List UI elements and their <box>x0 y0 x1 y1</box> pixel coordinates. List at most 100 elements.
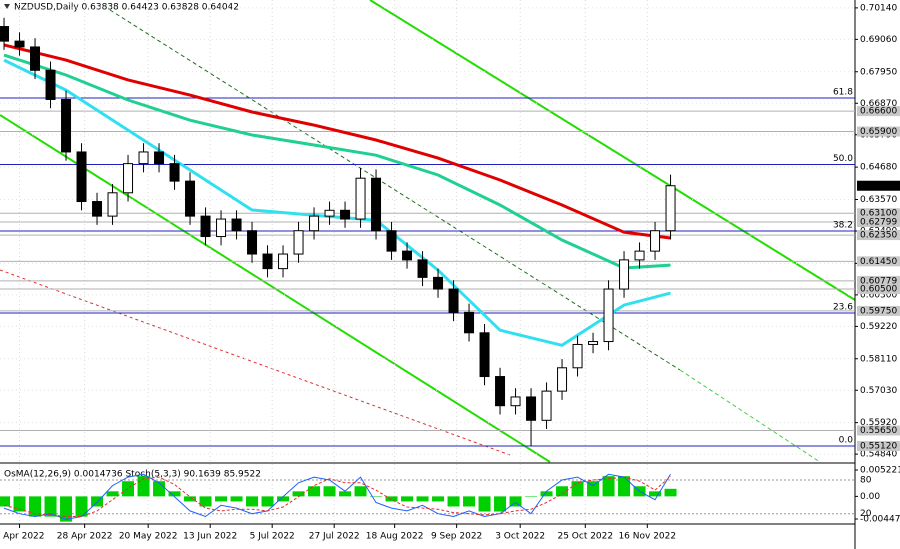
candle-body <box>92 201 103 217</box>
price-level-box <box>857 275 900 286</box>
candle-body <box>200 215 211 238</box>
price-level-label: 0.62350 <box>860 231 897 241</box>
price-level-label: 0.62799 <box>860 217 897 227</box>
x-tick-label: 6 Apr 2022 <box>0 532 44 542</box>
candle-body <box>309 215 320 232</box>
candle-body <box>340 209 351 220</box>
y-tick-label: 0.55920 <box>860 418 897 428</box>
candle-body <box>371 177 382 232</box>
price-level-label: 0.59750 <box>860 306 897 316</box>
price-level-box <box>857 126 900 137</box>
price-level-box <box>857 216 900 227</box>
x-tick-label: 5 Jul 2022 <box>250 532 295 542</box>
y-tick-label: 0.64680 <box>860 163 897 173</box>
price-level-label: 0.60500 <box>860 285 897 295</box>
osma-bar <box>649 491 662 497</box>
osma-bar <box>29 496 42 517</box>
candle-body <box>634 250 645 261</box>
x-tick-label: 18 Aug 2022 <box>366 532 424 542</box>
osma-bar <box>556 486 569 497</box>
osma-bar <box>60 496 73 522</box>
osma-bar <box>184 496 197 502</box>
candle-body <box>619 259 630 290</box>
candle-body <box>30 46 41 71</box>
price-level-label: 0.61450 <box>860 257 897 267</box>
channel-line <box>0 114 551 463</box>
price-level-label: 0.60779 <box>860 276 897 286</box>
osma-bar <box>122 481 135 497</box>
y-tick-label: 0.66870 <box>860 99 897 109</box>
candle-body <box>386 230 397 252</box>
stochastic-line <box>3 476 671 517</box>
x-tick-label: 13 Jun 2022 <box>183 532 237 542</box>
last-price-box <box>857 180 900 191</box>
y-tick-label: 0.58110 <box>860 354 897 364</box>
x-tick-label: 3 Oct 2022 <box>495 532 545 542</box>
candle-body <box>355 177 366 220</box>
osma-bar <box>354 486 367 497</box>
candle-body <box>402 250 413 261</box>
symbol-icon <box>4 4 10 9</box>
y-tick-label: 0.63570 <box>860 195 897 205</box>
candle-body <box>247 230 258 255</box>
fib-level-label: 61.8 <box>833 88 853 98</box>
candle-body <box>185 180 196 217</box>
x-tick-label: 25 Oct 2022 <box>557 532 613 542</box>
osma-bar <box>664 488 677 497</box>
osma-bar <box>587 481 600 497</box>
osma-bar <box>75 496 88 517</box>
trend-line <box>109 9 681 371</box>
price-level-label: 0.66600 <box>860 107 897 117</box>
price-level-box <box>857 208 900 219</box>
y-tick-label: 0.60300 <box>860 290 897 300</box>
x-tick-label: 20 May 2022 <box>119 532 178 542</box>
candle-body <box>123 163 134 194</box>
candle-body <box>526 396 537 421</box>
osma-bar <box>494 496 507 512</box>
osma-bar <box>370 496 383 497</box>
x-tick-label: 9 Sep 2022 <box>431 532 482 542</box>
osma-bar <box>308 486 321 497</box>
osma-bar <box>478 496 491 512</box>
osma-bar <box>416 496 429 502</box>
moving-average <box>3 53 671 270</box>
candle-body <box>464 311 475 334</box>
osma-bar <box>44 496 57 517</box>
candle-body <box>45 69 56 100</box>
osma-bar <box>447 496 460 507</box>
stochastic-line <box>3 473 671 520</box>
price-level-box <box>857 425 900 436</box>
channel-line <box>369 0 856 301</box>
osma-bar <box>91 496 104 507</box>
fib-level-label: 23.6 <box>833 302 853 312</box>
candle-body <box>324 209 335 217</box>
candle-body <box>557 367 568 392</box>
y-tick-label: 0.67950 <box>860 67 897 77</box>
y2-tick-label: 20 <box>860 509 872 519</box>
candle-body <box>650 230 661 252</box>
osma-bar <box>106 491 119 497</box>
osma-bar <box>230 496 243 502</box>
osma-bar <box>432 496 445 502</box>
y-tick-label: 0.59220 <box>860 322 897 332</box>
indicator-title: OsMA(12,26,9) 0.0014736 Stoch(5,3,3) 90.… <box>4 470 261 480</box>
price-level-box <box>857 305 900 316</box>
osma-bar <box>401 496 414 502</box>
osma-bar <box>602 476 615 497</box>
candle-body <box>588 341 599 345</box>
candle-body <box>495 376 506 407</box>
y-tick-label: 0.70140 <box>860 3 897 13</box>
osma-bar <box>292 491 305 497</box>
fib-level-label: 38.2 <box>833 221 853 231</box>
price-level-box <box>857 440 900 451</box>
candle-body <box>76 151 87 203</box>
price-level-label: 0.63100 <box>860 209 897 219</box>
candle-body <box>107 192 118 217</box>
candle-body <box>603 288 614 343</box>
candle-body <box>665 185 676 232</box>
osma-bar <box>463 496 476 507</box>
candle-body <box>479 332 490 378</box>
y-tick-label: 0.69060 <box>860 35 897 45</box>
